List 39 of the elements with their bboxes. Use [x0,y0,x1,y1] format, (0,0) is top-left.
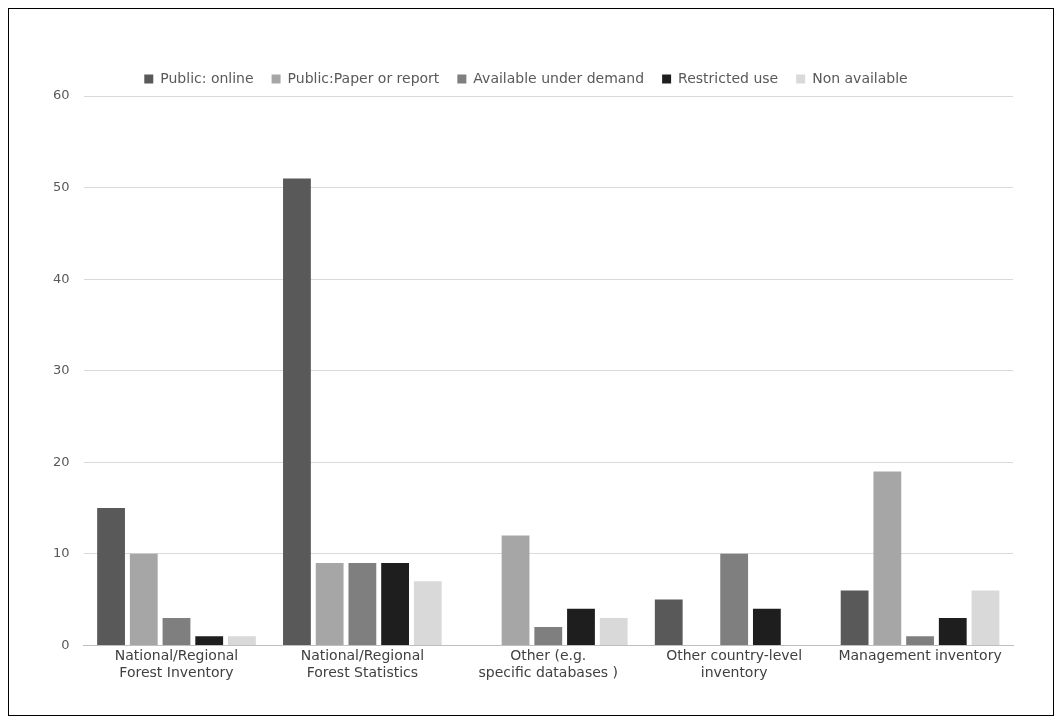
x-tick-label: National/Regional Forest Inventory [114,647,239,681]
bar [971,590,1000,645]
legend-label: Restricted use [678,69,779,86]
bar [752,608,781,645]
bar [840,590,869,645]
bar [283,178,311,645]
bar [381,562,409,645]
y-tick-label: 30 [53,362,70,378]
y-tick-label: 10 [53,545,70,561]
bar [348,562,377,645]
bar [567,608,595,645]
x-tick-label: National/Regional Forest Statistics [300,647,425,681]
bar [938,617,967,645]
bar [129,553,158,645]
y-tick-label: 40 [53,270,70,286]
bar [720,553,749,645]
bar [162,617,191,645]
bar [228,636,256,645]
bar [315,562,344,645]
x-tick-label: Management inventory [838,647,1002,664]
y-tick-label: 0 [61,636,70,652]
y-tick-label: 20 [53,453,70,469]
x-tick-label: Other (e.g. specific databases ) [478,647,619,681]
bar [413,581,442,645]
bar [534,627,563,645]
bar [195,636,224,645]
y-tick-label: 50 [53,178,70,194]
legend-label: Available under demand [473,69,645,86]
bar [599,617,628,645]
y-tick-label: 60 [53,87,70,103]
legend-label: Non available [812,69,908,86]
bar [873,471,902,645]
bar [97,508,125,645]
bar [906,636,934,645]
bar [501,535,530,645]
x-tick-label: Other country-level inventory [666,647,803,681]
bar [654,599,683,645]
legend-label: Public:Paper or report [287,69,440,86]
legend-label: Public: online [160,69,254,86]
